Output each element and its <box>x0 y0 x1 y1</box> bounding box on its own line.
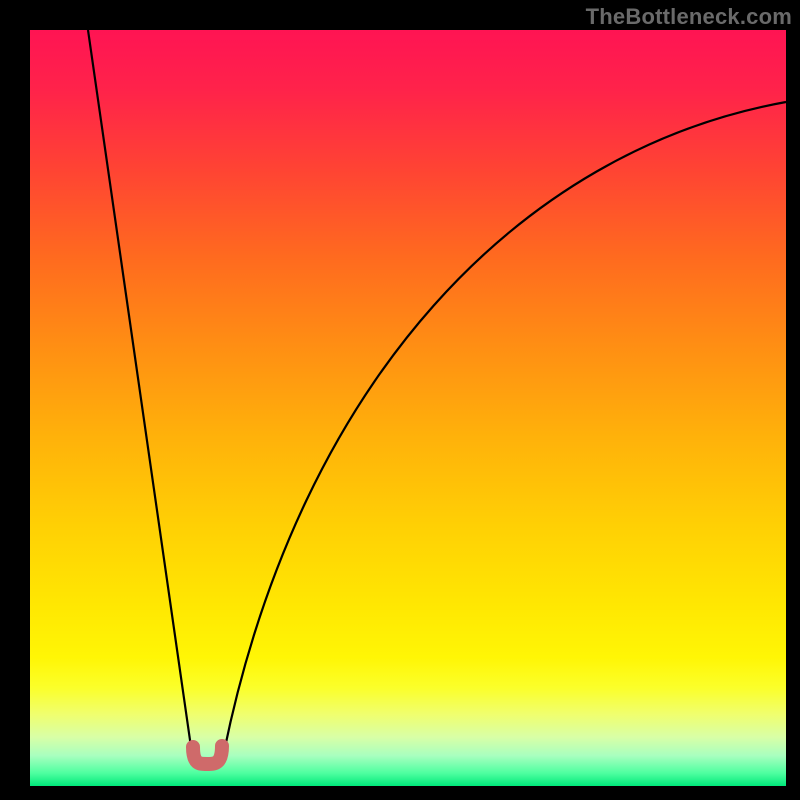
chart-canvas: TheBottleneck.com <box>0 0 800 800</box>
watermark: TheBottleneck.com <box>586 4 792 30</box>
chart-svg <box>0 0 800 800</box>
